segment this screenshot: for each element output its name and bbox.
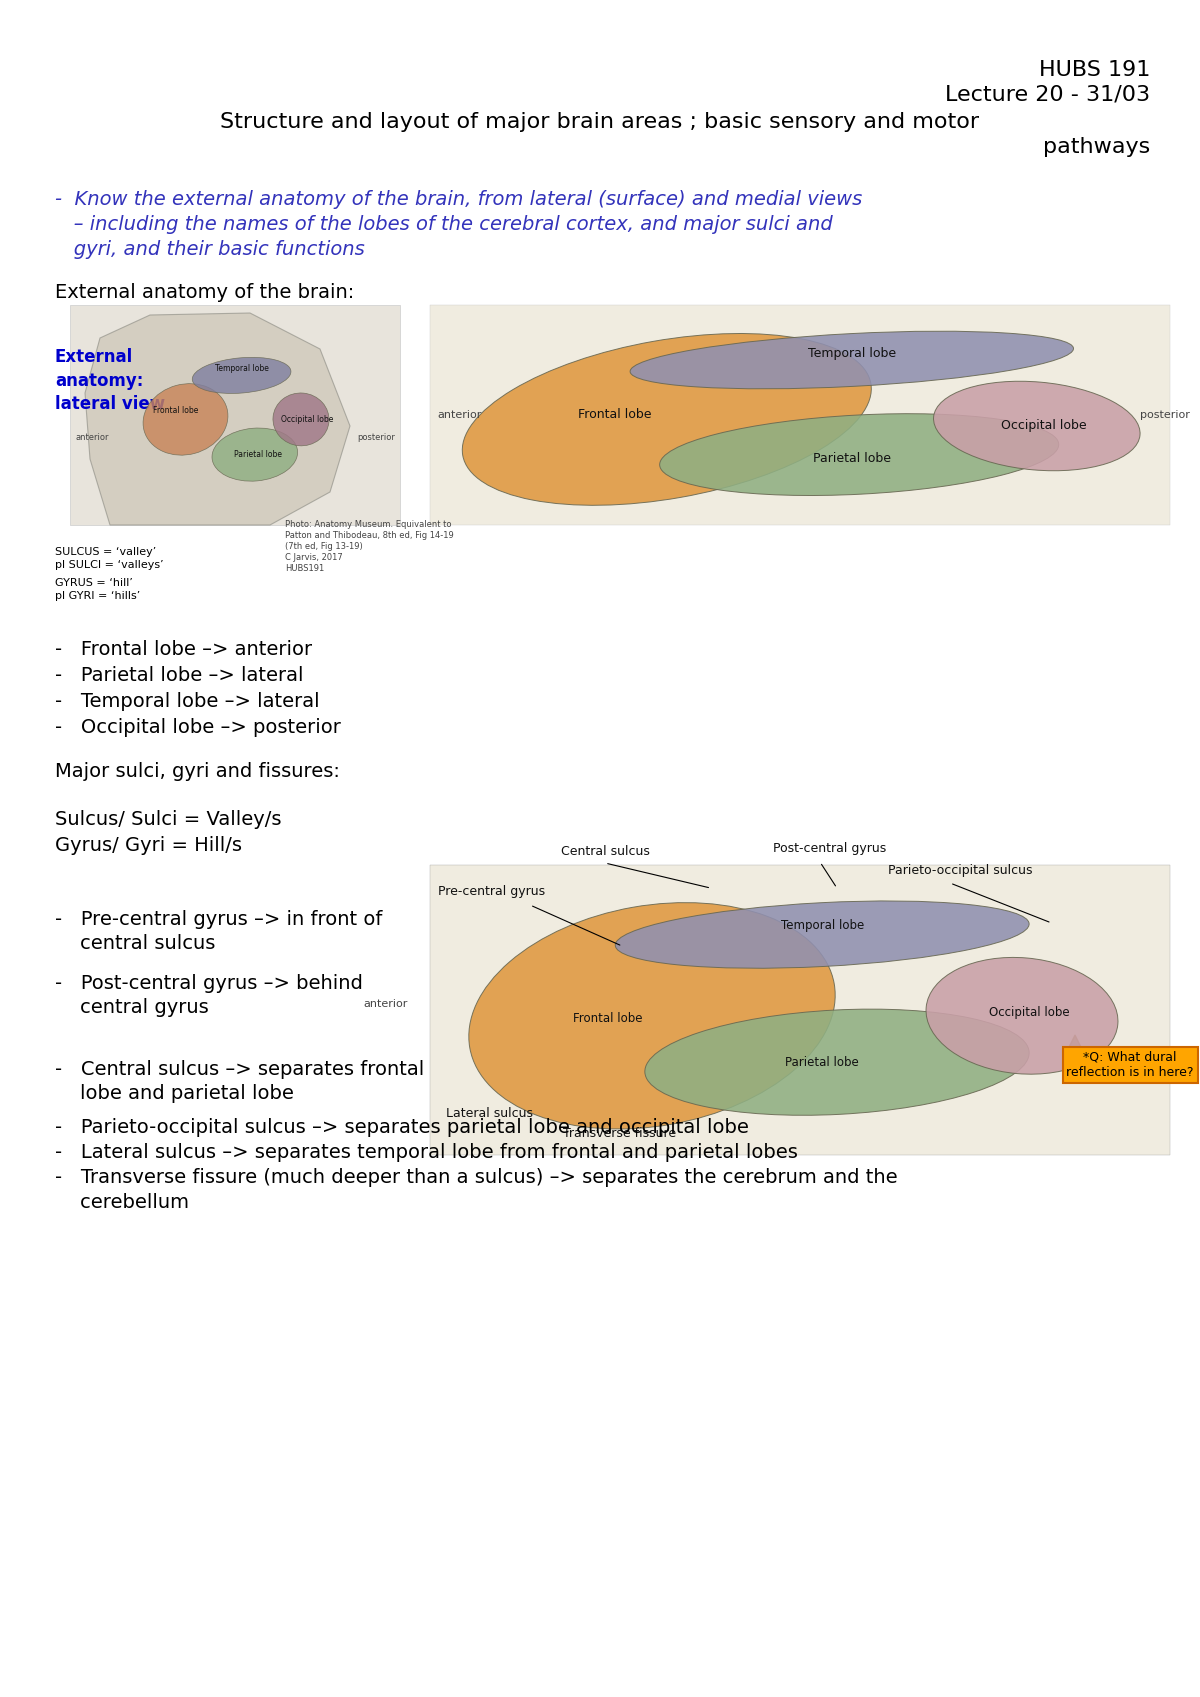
Text: lobe and parietal lobe: lobe and parietal lobe bbox=[55, 1084, 294, 1103]
Ellipse shape bbox=[192, 358, 290, 394]
Text: -   Pre-central gyrus –> in front of: - Pre-central gyrus –> in front of bbox=[55, 910, 383, 928]
Text: GYRUS = ‘hill’: GYRUS = ‘hill’ bbox=[55, 579, 133, 587]
Ellipse shape bbox=[644, 1010, 1030, 1115]
Text: pathways: pathways bbox=[1043, 137, 1150, 158]
Text: Occipital lobe: Occipital lobe bbox=[1001, 419, 1087, 433]
Text: Parieto-occipital sulcus: Parieto-occipital sulcus bbox=[888, 864, 1032, 877]
Text: -   Frontal lobe –> anterior: - Frontal lobe –> anterior bbox=[55, 640, 312, 658]
Text: pl GYRI = ‘hills’: pl GYRI = ‘hills’ bbox=[55, 591, 140, 601]
Ellipse shape bbox=[462, 334, 871, 506]
Text: posterior: posterior bbox=[358, 433, 395, 441]
Ellipse shape bbox=[926, 957, 1118, 1074]
Text: Temporal lobe: Temporal lobe bbox=[780, 920, 864, 932]
Text: SULCUS = ‘valley’: SULCUS = ‘valley’ bbox=[55, 546, 156, 557]
Text: Parietal lobe: Parietal lobe bbox=[785, 1056, 859, 1069]
Text: central gyrus: central gyrus bbox=[55, 998, 209, 1017]
FancyBboxPatch shape bbox=[430, 305, 1170, 524]
Text: -   Parietal lobe –> lateral: - Parietal lobe –> lateral bbox=[55, 665, 304, 686]
Text: Frontal lobe: Frontal lobe bbox=[152, 406, 198, 416]
Text: anterior: anterior bbox=[364, 1000, 408, 1010]
Ellipse shape bbox=[272, 394, 329, 446]
Text: central sulcus: central sulcus bbox=[55, 933, 215, 954]
Text: Sulcus/ Sulci = Valley/s: Sulcus/ Sulci = Valley/s bbox=[55, 809, 282, 830]
Text: Pre-central gyrus: Pre-central gyrus bbox=[438, 886, 546, 898]
Ellipse shape bbox=[934, 382, 1140, 470]
Text: Parietal lobe: Parietal lobe bbox=[234, 450, 282, 460]
Text: posterior: posterior bbox=[1140, 411, 1190, 419]
Text: External
anatomy:
lateral view: External anatomy: lateral view bbox=[55, 348, 166, 412]
Text: *Q: What dural
reflection is in here?: *Q: What dural reflection is in here? bbox=[1067, 1050, 1194, 1079]
Text: pl SULCI = ‘valleys’: pl SULCI = ‘valleys’ bbox=[55, 560, 163, 570]
Polygon shape bbox=[1063, 1035, 1087, 1059]
Text: Lecture 20 - 31/03: Lecture 20 - 31/03 bbox=[944, 85, 1150, 105]
Text: Structure and layout of major brain areas ; basic sensory and motor: Structure and layout of major brain area… bbox=[221, 112, 979, 132]
Text: Major sulci, gyri and fissures:: Major sulci, gyri and fissures: bbox=[55, 762, 340, 781]
Text: Gyrus/ Gyri = Hill/s: Gyrus/ Gyri = Hill/s bbox=[55, 837, 242, 855]
Text: Parietal lobe: Parietal lobe bbox=[812, 453, 890, 465]
Ellipse shape bbox=[212, 428, 298, 482]
FancyBboxPatch shape bbox=[430, 865, 1170, 1156]
Ellipse shape bbox=[469, 903, 835, 1129]
Text: -   Occipital lobe –> posterior: - Occipital lobe –> posterior bbox=[55, 718, 341, 736]
FancyBboxPatch shape bbox=[70, 305, 400, 524]
Text: Occipital lobe: Occipital lobe bbox=[989, 1006, 1069, 1020]
Text: Temporal lobe: Temporal lobe bbox=[215, 365, 269, 373]
Text: Central sulcus: Central sulcus bbox=[560, 845, 649, 859]
Text: Frontal lobe: Frontal lobe bbox=[578, 409, 652, 421]
Text: gyri, and their basic functions: gyri, and their basic functions bbox=[55, 239, 365, 260]
PathPatch shape bbox=[85, 312, 350, 524]
Text: -   Post-central gyrus –> behind: - Post-central gyrus –> behind bbox=[55, 974, 362, 993]
Text: External anatomy of the brain:: External anatomy of the brain: bbox=[55, 283, 354, 302]
Text: -   Lateral sulcus –> separates temporal lobe from frontal and parietal lobes: - Lateral sulcus –> separates temporal l… bbox=[55, 1144, 798, 1162]
Text: Temporal lobe: Temporal lobe bbox=[808, 346, 896, 360]
Text: -   Temporal lobe –> lateral: - Temporal lobe –> lateral bbox=[55, 692, 319, 711]
Text: Photo: Anatomy Museum. Equivalent to
Patton and Thibodeau, 8th ed, Fig 14-19
(7t: Photo: Anatomy Museum. Equivalent to Pat… bbox=[286, 519, 454, 574]
Text: cerebellum: cerebellum bbox=[55, 1193, 190, 1212]
Ellipse shape bbox=[630, 331, 1074, 389]
Ellipse shape bbox=[143, 384, 228, 455]
Text: anterior: anterior bbox=[437, 411, 481, 419]
Text: Frontal lobe: Frontal lobe bbox=[572, 1011, 642, 1025]
Text: – including the names of the lobes of the cerebral cortex, and major sulci and: – including the names of the lobes of th… bbox=[55, 216, 833, 234]
Ellipse shape bbox=[616, 901, 1030, 969]
Text: -   Transverse fissure (much deeper than a sulcus) –> separates the cerebrum and: - Transverse fissure (much deeper than a… bbox=[55, 1168, 898, 1186]
Text: Occipital lobe: Occipital lobe bbox=[282, 414, 334, 424]
Text: HUBS 191: HUBS 191 bbox=[1039, 59, 1150, 80]
Ellipse shape bbox=[660, 414, 1058, 496]
Text: Lateral sulcus: Lateral sulcus bbox=[446, 1106, 534, 1120]
Text: -   Parieto-occipital sulcus –> separates parietal lobe and occipital lobe: - Parieto-occipital sulcus –> separates … bbox=[55, 1118, 749, 1137]
Text: -  Know the external anatomy of the brain, from lateral (surface) and medial vie: - Know the external anatomy of the brain… bbox=[55, 190, 863, 209]
Text: Transverse fissure: Transverse fissure bbox=[564, 1127, 677, 1140]
Text: Post-central gyrus: Post-central gyrus bbox=[773, 842, 887, 855]
Polygon shape bbox=[1063, 1050, 1087, 1059]
Text: -   Central sulcus –> separates frontal: - Central sulcus –> separates frontal bbox=[55, 1061, 425, 1079]
Text: anterior: anterior bbox=[74, 433, 108, 441]
